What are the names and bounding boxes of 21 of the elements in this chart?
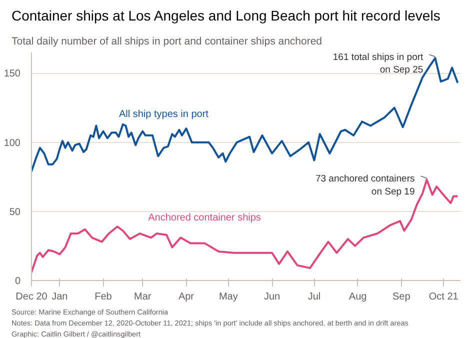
series-label: All ship types in port (118, 109, 209, 120)
y-tick-label: 0 (14, 276, 21, 287)
chart-subtitle: Total daily number of all ships in port and container ships anchored (12, 36, 322, 48)
x-tick-label: Jan (52, 292, 68, 302)
y-tick-label: 100 (4, 138, 21, 149)
x-tick-label: Aug (348, 292, 367, 302)
x-tick-label: Dec 20 (16, 292, 48, 302)
x-tick-label: Jun (264, 292, 280, 302)
annotation: 73 anchored containers on Sep 19 (315, 174, 415, 198)
x-tick-label: Oct 21 (428, 292, 459, 302)
y-tick-label: 50 (9, 206, 21, 218)
chart-title: Container ships at Los Angeles and Long Beach port hit record levels (12, 8, 440, 24)
y-tick-label: 150 (4, 68, 21, 80)
series-label: Anchored container ships (148, 212, 261, 224)
x-tick-label: Feb (94, 292, 112, 302)
x-tick-label: Jul (308, 292, 321, 302)
x-tick-label: Mar (134, 292, 152, 302)
x-tick-label: Apr (178, 292, 195, 302)
annotation: 161 total ships in port on Sep 25 (332, 52, 424, 76)
x-tick-label: Sep (392, 292, 411, 302)
x-tick-label: May (218, 292, 238, 302)
